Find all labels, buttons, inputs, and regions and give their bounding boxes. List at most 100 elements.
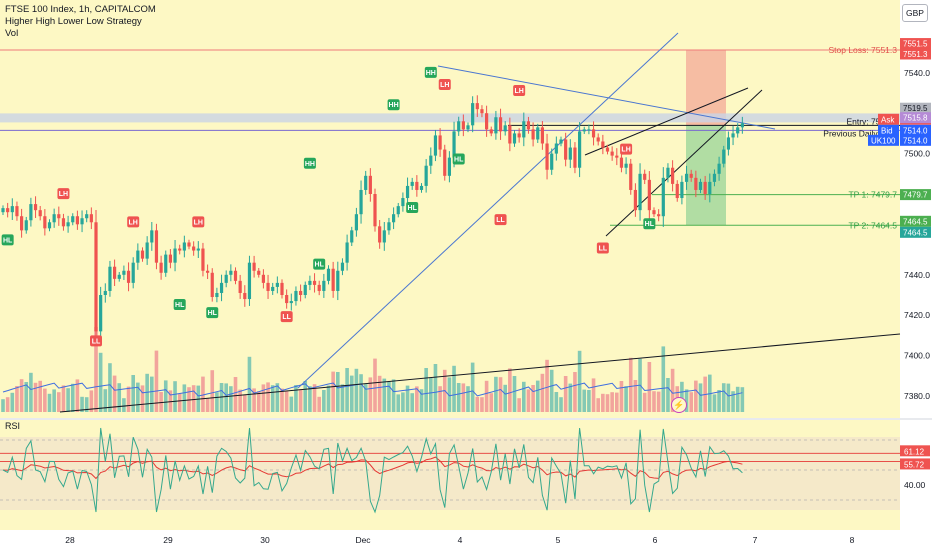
volume-bar bbox=[298, 390, 303, 412]
volume-bar bbox=[84, 397, 89, 412]
volume-bar bbox=[122, 398, 126, 412]
candle-body bbox=[38, 210, 42, 217]
candle-body bbox=[661, 177, 665, 217]
candle-body bbox=[6, 208, 10, 213]
candle-body bbox=[229, 270, 233, 275]
candle-body bbox=[419, 185, 424, 190]
price-tag bbox=[900, 38, 931, 50]
candle-body bbox=[261, 274, 265, 283]
volume-indicator-label[interactable]: Vol bbox=[5, 28, 19, 39]
volume-bar bbox=[52, 389, 56, 412]
swing-marker-label: LH bbox=[129, 219, 138, 226]
swing-marker-label: HL bbox=[3, 237, 13, 244]
y-tick-label: 7540.0 bbox=[904, 68, 930, 78]
volume-bar bbox=[289, 396, 294, 412]
swing-marker bbox=[424, 66, 437, 78]
volume-bar bbox=[191, 385, 196, 412]
candle-body bbox=[740, 123, 744, 128]
volume-bar bbox=[512, 376, 517, 412]
lightning-icon[interactable]: ⚡ bbox=[671, 397, 687, 413]
volume-bar bbox=[619, 381, 624, 412]
price-tag bbox=[900, 112, 931, 124]
candle-body bbox=[703, 181, 707, 194]
candle-body bbox=[126, 270, 131, 283]
volume-bar bbox=[587, 390, 591, 412]
volume-bar bbox=[666, 378, 670, 412]
candle-body bbox=[252, 262, 256, 271]
volume-bar bbox=[382, 378, 387, 412]
y-tick-label: 7440.0 bbox=[904, 270, 930, 280]
candle-body bbox=[66, 222, 70, 227]
candle-body bbox=[638, 173, 642, 211]
tp1-label: TP 1: 7479.7 bbox=[848, 190, 897, 200]
candle-body bbox=[192, 246, 196, 251]
candle-body bbox=[731, 133, 735, 138]
swing-marker-label: LH bbox=[514, 88, 523, 95]
volume-bar bbox=[80, 396, 84, 412]
volume-bar bbox=[712, 394, 717, 412]
currency-button[interactable]: GBP bbox=[902, 4, 928, 22]
rsi-indicator-label[interactable]: RSI bbox=[5, 421, 21, 431]
x-tick-label: 5 bbox=[556, 535, 561, 545]
candle-body bbox=[350, 230, 354, 243]
volume-bar bbox=[633, 380, 638, 412]
candle-body bbox=[113, 266, 117, 279]
candle-body bbox=[266, 282, 270, 291]
swing-marker-label: HH bbox=[305, 161, 315, 168]
volume-bar bbox=[517, 398, 521, 412]
volume-bar bbox=[349, 375, 354, 412]
swing-marker-label: HL bbox=[408, 205, 418, 212]
candle-body bbox=[178, 248, 182, 251]
volume-bar bbox=[331, 371, 335, 412]
strategy-indicator-label[interactable]: Higher High Lower Low Strategy bbox=[5, 16, 142, 27]
volume-bar bbox=[582, 389, 587, 412]
candle-body bbox=[517, 133, 521, 138]
volume-bar bbox=[498, 377, 503, 412]
candle-body bbox=[447, 157, 451, 176]
swing-marker-label: HL bbox=[175, 302, 185, 309]
volume-bar bbox=[61, 385, 66, 412]
volume-bar bbox=[182, 384, 187, 412]
candle-body bbox=[326, 268, 331, 281]
rsi-band bbox=[0, 437, 900, 510]
volume-bar bbox=[233, 377, 238, 412]
volume-bar bbox=[429, 378, 433, 412]
swing-marker-label: LL bbox=[496, 217, 505, 224]
swing-marker bbox=[192, 216, 205, 228]
candle-body bbox=[47, 222, 52, 229]
candle-body bbox=[619, 157, 624, 168]
volume-bar bbox=[177, 393, 182, 412]
volume-bar bbox=[642, 392, 647, 412]
candle-body bbox=[10, 206, 14, 213]
candle-body bbox=[75, 216, 79, 225]
volume-bar bbox=[150, 376, 154, 412]
volume-bar bbox=[484, 380, 489, 412]
volume-bar bbox=[559, 397, 563, 412]
x-tick-label: 4 bbox=[458, 535, 463, 545]
symbol-title[interactable]: FTSE 100 Index, 1h, CAPITALCOM bbox=[5, 4, 156, 15]
volume-bar bbox=[694, 380, 698, 412]
swing-marker-label: LL bbox=[599, 245, 608, 252]
candle-body bbox=[675, 183, 679, 199]
candle-body bbox=[633, 189, 637, 211]
volume-bar bbox=[735, 386, 740, 412]
rsi-axis-label: 40.00 bbox=[904, 480, 926, 490]
candle-body bbox=[736, 127, 740, 134]
volume-bar bbox=[66, 388, 70, 412]
volume-bar bbox=[405, 385, 410, 412]
entry-label: Entry: 7514.0 bbox=[846, 116, 897, 126]
swing-marker bbox=[57, 188, 70, 200]
previous_daily_resistance-label: Previous Daily Resi bbox=[823, 128, 897, 138]
candle-body bbox=[233, 270, 238, 281]
volume-bar bbox=[489, 393, 494, 412]
swing-marker bbox=[387, 99, 400, 111]
volume-bar bbox=[731, 391, 735, 412]
candle-body bbox=[545, 143, 549, 170]
volume-ma-line bbox=[2, 382, 743, 397]
volume-bar bbox=[615, 392, 619, 412]
volume-bar bbox=[577, 350, 582, 412]
candle-body bbox=[243, 292, 247, 300]
candle-body bbox=[206, 270, 210, 273]
price-tag bbox=[900, 124, 931, 136]
volume-bar bbox=[522, 381, 526, 412]
